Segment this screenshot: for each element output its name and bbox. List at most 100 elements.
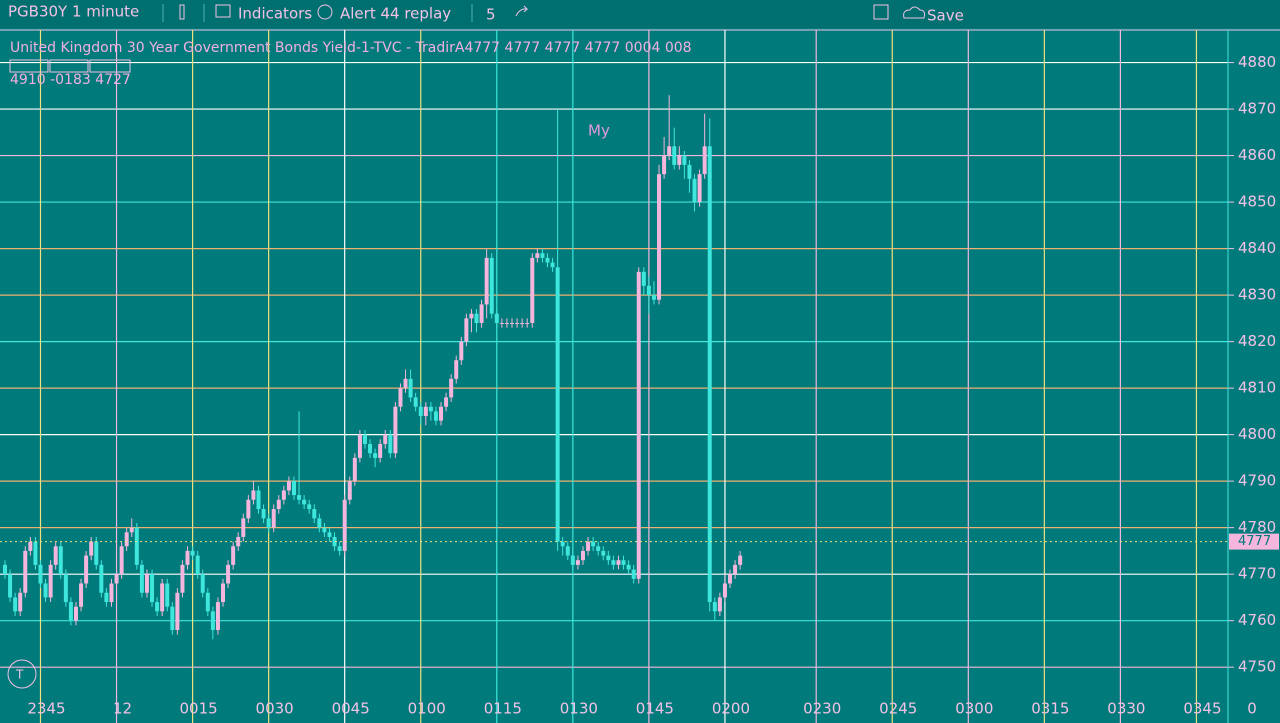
candle-body bbox=[530, 257, 535, 324]
candle-body bbox=[433, 411, 438, 421]
candle-body bbox=[722, 583, 727, 598]
save-button[interactable]: Save bbox=[927, 7, 964, 25]
candle-body bbox=[28, 541, 33, 551]
candle-body bbox=[717, 597, 722, 612]
candle-body bbox=[479, 304, 484, 324]
candle-body bbox=[504, 323, 509, 325]
candle-body bbox=[99, 564, 104, 593]
candle-body bbox=[307, 504, 312, 510]
x-tick-label: 0100 bbox=[408, 700, 446, 718]
candle-body bbox=[226, 564, 231, 584]
candle-body bbox=[79, 583, 84, 607]
symbol-button[interactable]: PGB30Y 1 minute bbox=[8, 3, 139, 21]
candle-body bbox=[464, 318, 469, 342]
y-tick-label: 4860 bbox=[1238, 146, 1276, 164]
candle-body bbox=[459, 341, 464, 361]
candle-body bbox=[190, 550, 195, 556]
candle-body bbox=[241, 518, 246, 537]
candle-body bbox=[550, 262, 555, 268]
candle-body bbox=[215, 602, 220, 630]
candle-body bbox=[205, 592, 210, 612]
candle-body bbox=[246, 499, 251, 519]
candle-body bbox=[281, 490, 286, 500]
y-tick-label: 4760 bbox=[1238, 611, 1276, 629]
candle-body bbox=[510, 323, 514, 325]
x-tick-label: 0245 bbox=[879, 700, 917, 718]
plot-area: 4750 4760 4770 4780 4790 4800 4810 4820 4830 4840… bbox=[0, 30, 1279, 723]
y-tick-label: 4770 bbox=[1238, 565, 1276, 583]
candle-body bbox=[210, 611, 215, 630]
candle-body bbox=[651, 295, 656, 300]
candle-body bbox=[63, 574, 68, 603]
candle-body bbox=[646, 285, 651, 296]
candle-body bbox=[18, 592, 23, 612]
x-tick-label: 0130 bbox=[560, 700, 598, 718]
cloud-icon bbox=[903, 6, 925, 19]
candle-body bbox=[43, 583, 48, 598]
candle-body bbox=[160, 583, 165, 612]
indicators-button[interactable]: Indicators bbox=[238, 5, 312, 23]
candle-body bbox=[667, 146, 672, 156]
y-tick-label: 4820 bbox=[1238, 332, 1276, 350]
candle-body bbox=[129, 527, 134, 533]
candle-body bbox=[48, 564, 53, 598]
candle-body bbox=[13, 597, 18, 612]
candle-body bbox=[3, 564, 7, 575]
candle-body bbox=[271, 509, 276, 528]
candle-body bbox=[535, 253, 540, 258]
legend-box bbox=[89, 59, 131, 73]
candle-body bbox=[383, 434, 388, 444]
y-tick-label: 4870 bbox=[1238, 100, 1276, 118]
y-tick-label: 4880 bbox=[1238, 53, 1276, 71]
candle-body bbox=[337, 546, 342, 551]
candle-body bbox=[454, 360, 459, 379]
candle-body bbox=[692, 178, 697, 203]
x-tick-label: 0015 bbox=[179, 700, 217, 718]
annotation: My bbox=[588, 122, 610, 140]
candle-body bbox=[256, 490, 261, 510]
candle-body bbox=[332, 536, 337, 547]
y-tick-label: 4780 bbox=[1238, 518, 1276, 536]
interval-button[interactable]: 5 bbox=[486, 6, 496, 24]
candle-body bbox=[621, 560, 626, 565]
x-tick-label: 0145 bbox=[636, 700, 674, 718]
fullscreen-button[interactable] bbox=[873, 4, 889, 20]
candle-body bbox=[89, 541, 94, 556]
candle-body bbox=[525, 323, 530, 325]
candle-body bbox=[413, 397, 418, 407]
candle-body bbox=[195, 555, 200, 575]
candle-body bbox=[150, 574, 155, 603]
candle-body bbox=[297, 495, 302, 500]
candle-body bbox=[170, 606, 175, 630]
candle-body bbox=[484, 257, 489, 305]
candle-body bbox=[449, 378, 454, 398]
candle-body bbox=[38, 564, 43, 584]
candle-body bbox=[418, 406, 423, 417]
candle-body bbox=[286, 481, 291, 491]
candle-body bbox=[712, 602, 717, 612]
x-tick-label: 0 bbox=[1247, 700, 1257, 718]
candle-body bbox=[580, 550, 585, 561]
candle-body bbox=[601, 550, 606, 556]
candle-body bbox=[738, 555, 743, 565]
alert-button[interactable]: Alert 44 replay bbox=[340, 5, 451, 23]
chart-title: United Kingdom 30 Year Government Bonds … bbox=[10, 40, 692, 56]
x-tick-label: 0230 bbox=[803, 700, 841, 718]
candle-body bbox=[474, 313, 479, 324]
candle-body bbox=[641, 271, 646, 286]
candle-body bbox=[134, 527, 139, 565]
candle-body bbox=[520, 323, 525, 325]
candle-body bbox=[697, 174, 702, 203]
x-tick-label: 0200 bbox=[712, 700, 750, 718]
candle-body bbox=[662, 155, 667, 175]
candle-body bbox=[104, 592, 109, 603]
candle-body bbox=[231, 546, 236, 565]
candle-body bbox=[565, 546, 570, 556]
legend-box bbox=[9, 59, 49, 73]
candle-body bbox=[398, 388, 403, 407]
x-tick-label: 0115 bbox=[484, 700, 522, 718]
candle-icon[interactable] bbox=[179, 4, 185, 20]
redo-icon[interactable] bbox=[515, 5, 529, 17]
candle-body bbox=[575, 560, 580, 565]
